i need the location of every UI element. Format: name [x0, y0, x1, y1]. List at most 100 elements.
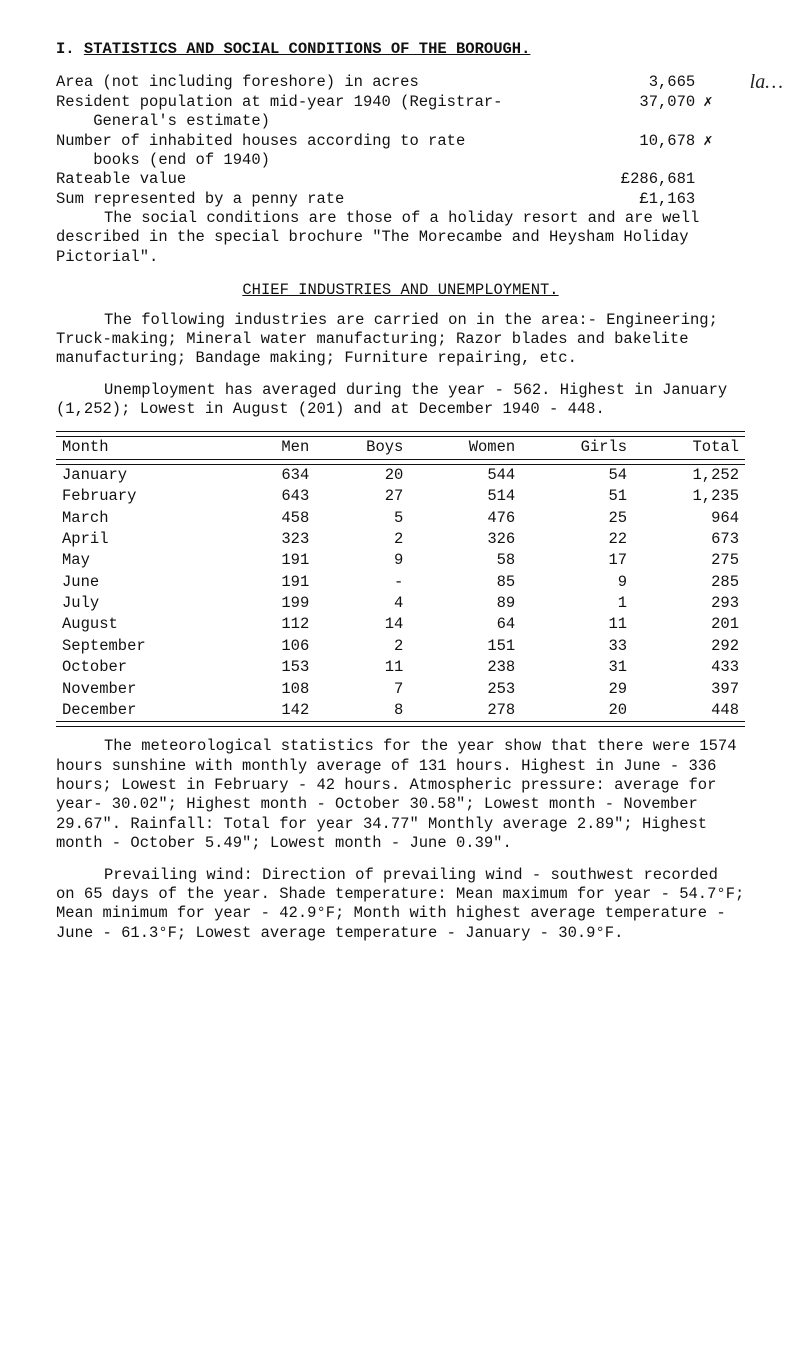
table-cell: 458 — [239, 508, 315, 529]
stats-label: Resident population at mid-year 1940 (Re… — [56, 93, 557, 132]
stats-value: 3,665 — [557, 73, 703, 92]
borough-stats-table: Area (not including foreshore) in acres3… — [56, 73, 745, 209]
table-cell: 326 — [409, 529, 521, 550]
table-cell: June — [56, 572, 239, 593]
table-row: September106215133292 — [56, 636, 745, 657]
table-cell: 285 — [633, 572, 745, 593]
stats-label: Rateable value — [56, 170, 557, 189]
table-cell: March — [56, 508, 239, 529]
stats-annotation — [703, 170, 745, 189]
table-cell: 108 — [239, 679, 315, 700]
table-row: January63420544541,252 — [56, 464, 745, 486]
table-cell: 27 — [315, 486, 409, 507]
table-cell: February — [56, 486, 239, 507]
table-row: November108725329397 — [56, 679, 745, 700]
table-cell: 31 — [521, 657, 633, 678]
stats-value: 37,070 — [557, 93, 703, 132]
table-cell: 9 — [521, 572, 633, 593]
table-cell: 278 — [409, 700, 521, 722]
table-cell: 634 — [239, 464, 315, 486]
table-cell: 20 — [521, 700, 633, 722]
table-cell: 9 — [315, 550, 409, 571]
table-cell: 64 — [409, 614, 521, 635]
unemployment-table: Month Men Boys Women Girls Total January… — [56, 431, 745, 727]
table-cell: 292 — [633, 636, 745, 657]
stats-label: Area (not including foreshore) in acres — [56, 73, 557, 92]
heading-text: STATISTICS AND SOCIAL CONDITIONS OF THE … — [84, 40, 530, 58]
table-cell: 253 — [409, 679, 521, 700]
table-cell: 397 — [633, 679, 745, 700]
table-cell: 1 — [521, 593, 633, 614]
stats-value: £1,163 — [557, 190, 703, 209]
stats-value: 10,678 — [557, 132, 703, 171]
table-cell: 112 — [239, 614, 315, 635]
table-cell: December — [56, 700, 239, 722]
table-cell: 89 — [409, 593, 521, 614]
table-row: February64327514511,235 — [56, 486, 745, 507]
stats-value: £286,681 — [557, 170, 703, 189]
table-cell: 20 — [315, 464, 409, 486]
stats-row: Area (not including foreshore) in acres3… — [56, 73, 745, 92]
stats-row: Rateable value£286,681 — [56, 170, 745, 189]
table-cell: 201 — [633, 614, 745, 635]
table-cell: 2 — [315, 529, 409, 550]
table-cell: 85 — [409, 572, 521, 593]
table-cell: April — [56, 529, 239, 550]
document-page: la… I. STATISTICS AND SOCIAL CONDITIONS … — [0, 0, 801, 1361]
table-cell: 191 — [239, 572, 315, 593]
industries-paragraph: The following industries are carried on … — [56, 311, 745, 369]
table-cell: 11 — [521, 614, 633, 635]
table-cell: 51 — [521, 486, 633, 507]
stats-row: Sum represented by a penny rate£1,163 — [56, 190, 745, 209]
table-cell: 142 — [239, 700, 315, 722]
table-bottom-rule — [56, 722, 745, 727]
col-total: Total — [633, 437, 745, 459]
stats-row: Resident population at mid-year 1940 (Re… — [56, 93, 745, 132]
stats-annotation — [703, 73, 745, 92]
table-cell: 14 — [315, 614, 409, 635]
table-cell: 151 — [409, 636, 521, 657]
chief-industries-heading: CHIEF INDUSTRIES AND UNEMPLOYMENT. — [56, 281, 745, 300]
stats-annotation: ✗ — [703, 93, 745, 132]
table-cell: 58 — [409, 550, 521, 571]
stats-row: Number of inhabited houses according to … — [56, 132, 745, 171]
table-cell: 448 — [633, 700, 745, 722]
table-row: June191-859285 — [56, 572, 745, 593]
stats-label: Number of inhabited houses according to … — [56, 132, 557, 171]
table-cell: August — [56, 614, 239, 635]
table-cell: 8 — [315, 700, 409, 722]
page-title: I. STATISTICS AND SOCIAL CONDITIONS OF T… — [56, 40, 745, 59]
col-men: Men — [239, 437, 315, 459]
table-cell: 33 — [521, 636, 633, 657]
handwritten-annotation: la… — [750, 70, 783, 95]
table-cell: September — [56, 636, 239, 657]
unemployment-summary-paragraph: Unemployment has averaged during the yea… — [56, 381, 745, 420]
col-women: Women — [409, 437, 521, 459]
table-cell: 293 — [633, 593, 745, 614]
table-cell: 514 — [409, 486, 521, 507]
table-cell: 2 — [315, 636, 409, 657]
table-cell: 106 — [239, 636, 315, 657]
table-cell: 22 — [521, 529, 633, 550]
table-cell: 7 — [315, 679, 409, 700]
table-cell: 25 — [521, 508, 633, 529]
table-cell: 433 — [633, 657, 745, 678]
table-cell: 153 — [239, 657, 315, 678]
table-cell: 544 — [409, 464, 521, 486]
table-cell: 17 — [521, 550, 633, 571]
table-row: October1531123831433 — [56, 657, 745, 678]
meteorological-paragraph: The meteorological statistics for the ye… — [56, 737, 745, 853]
table-cell: 323 — [239, 529, 315, 550]
col-girls: Girls — [521, 437, 633, 459]
table-row: July1994891293 — [56, 593, 745, 614]
table-row: May19195817275 — [56, 550, 745, 571]
col-month: Month — [56, 437, 239, 459]
table-cell: 11 — [315, 657, 409, 678]
stats-annotation — [703, 190, 745, 209]
table-cell: 275 — [633, 550, 745, 571]
table-cell: 643 — [239, 486, 315, 507]
table-row: December142827820448 — [56, 700, 745, 722]
heading-number: I. — [56, 40, 75, 58]
stats-label: Sum represented by a penny rate — [56, 190, 557, 209]
table-cell: 54 — [521, 464, 633, 486]
